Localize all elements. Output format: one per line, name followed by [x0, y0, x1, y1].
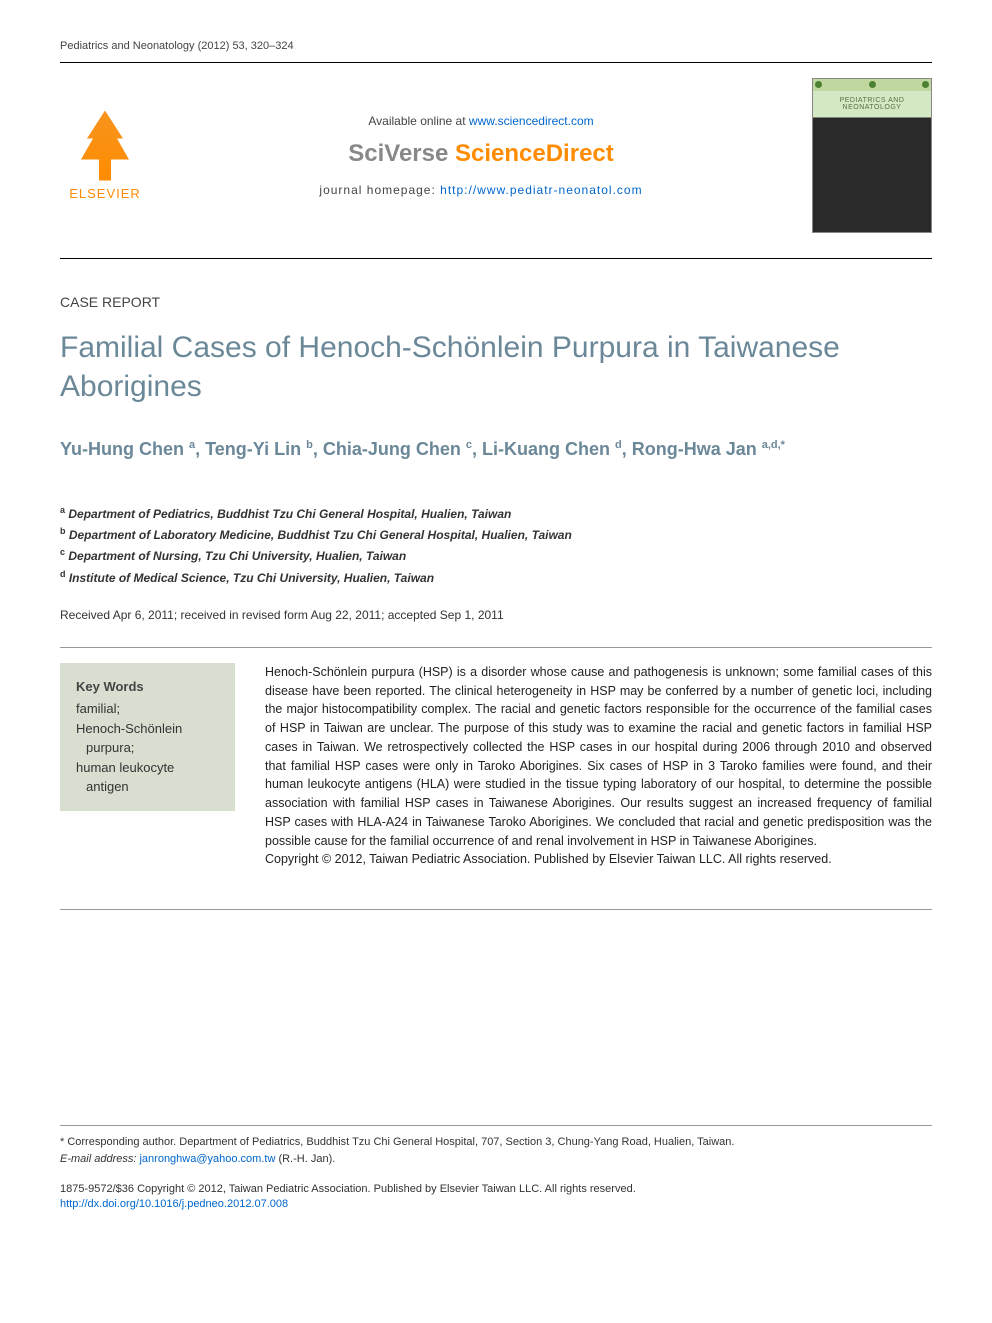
bottom-copyright-block: 1875-9572/$36 Copyright © 2012, Taiwan P…	[60, 1182, 932, 1213]
abstract-top-rule	[60, 647, 932, 648]
abstract-copyright: Copyright © 2012, Taiwan Pediatric Assoc…	[265, 852, 832, 866]
header-bottom-rule	[60, 258, 932, 259]
author-affil-sup: d	[615, 439, 622, 451]
footer-spacer	[60, 925, 932, 1125]
keywords-box: Key Words familial; Henoch-Schönlein pur…	[60, 663, 235, 811]
doi-link[interactable]: http://dx.doi.org/10.1016/j.pedneo.2012.…	[60, 1198, 288, 1210]
cover-dot-icon	[922, 81, 929, 88]
citation-line: Pediatrics and Neonatology (2012) 53, 32…	[60, 40, 932, 52]
journal-homepage-line: journal homepage: http://www.pediatr-neo…	[170, 183, 792, 197]
sciverse-logo: SciVerse ScienceDirect	[170, 140, 792, 168]
keywords-heading: Key Words	[76, 677, 219, 697]
header-center: Available online at www.sciencedirect.co…	[150, 114, 812, 197]
header-rule	[60, 62, 932, 63]
email-line: E-mail address: janronghwa@yahoo.com.tw …	[60, 1151, 932, 1168]
abstract-bottom-rule	[60, 909, 932, 910]
footnote-rule	[60, 1125, 932, 1126]
abstract-body: Henoch-Schönlein purpura (HSP) is a diso…	[265, 663, 932, 869]
cover-dot-icon	[815, 81, 822, 88]
keyword-item: familial;	[76, 699, 219, 719]
homepage-link[interactable]: http://www.pediatr-neonatol.com	[440, 183, 642, 197]
keyword-item: purpura;	[76, 738, 219, 758]
abstract-text: Henoch-Schönlein purpura (HSP) is a diso…	[265, 665, 932, 848]
corresponding-text: * Corresponding author. Department of Pe…	[60, 1134, 932, 1151]
corresponding-author-footnote: * Corresponding author. Department of Pe…	[60, 1134, 932, 1167]
keyword-item: Henoch-Schönlein	[76, 719, 219, 739]
cover-dot-icon	[869, 81, 876, 88]
email-suffix: (R.-H. Jan).	[275, 1153, 335, 1165]
keyword-item: human leukocyte	[76, 758, 219, 778]
abstract-section: Key Words familial; Henoch-Schönlein pur…	[60, 663, 932, 869]
article-title: Familial Cases of Henoch-Schönlein Purpu…	[60, 328, 932, 406]
affiliation-item: b Department of Laboratory Medicine, Bud…	[60, 524, 932, 545]
sciencedirect-link[interactable]: www.sciencedirect.com	[469, 114, 594, 128]
author-name: , Li-Kuang Chen	[472, 439, 615, 459]
sciencedirect-text: ScienceDirect	[455, 140, 614, 167]
author-name: , Rong-Hwa Jan	[622, 439, 762, 459]
journal-cover-thumbnail: PEDIATRICS AND NEONATOLOGY	[812, 78, 932, 233]
keyword-item: antigen	[76, 777, 219, 797]
author-name: Yu-Hung Chen	[60, 439, 189, 459]
author-name: , Teng-Yi Lin	[195, 439, 306, 459]
corresponding-email-link[interactable]: janronghwa@yahoo.com.tw	[139, 1153, 275, 1165]
article-type-label: CASE REPORT	[60, 294, 932, 310]
cover-header-strip	[813, 79, 931, 91]
author-list: Yu-Hung Chen a, Teng-Yi Lin b, Chia-Jung…	[60, 436, 932, 463]
publisher-logo-block: ELSEVIER	[60, 111, 150, 201]
available-online-text: Available online at www.sciencedirect.co…	[170, 114, 792, 128]
sciverse-text: SciVerse	[348, 140, 455, 167]
elsevier-tree-icon	[75, 111, 135, 181]
author-affil-sup: b	[306, 439, 313, 451]
affiliation-item: d Institute of Medical Science, Tzu Chi …	[60, 567, 932, 588]
affiliation-item: c Department of Nursing, Tzu Chi Univers…	[60, 545, 932, 566]
email-label: E-mail address:	[60, 1153, 139, 1165]
author-name: , Chia-Jung Chen	[313, 439, 466, 459]
publisher-name: ELSEVIER	[69, 186, 141, 201]
author-affil-sup: a,d,*	[762, 439, 785, 451]
affiliation-list: a Department of Pediatrics, Buddhist Tzu…	[60, 503, 932, 588]
homepage-prefix: journal homepage:	[319, 183, 440, 197]
affiliation-item: a Department of Pediatrics, Buddhist Tzu…	[60, 503, 932, 524]
available-prefix: Available online at	[368, 114, 469, 128]
cover-journal-title: PEDIATRICS AND NEONATOLOGY	[813, 97, 931, 111]
article-dates: Received Apr 6, 2011; received in revise…	[60, 608, 932, 622]
publisher-header: ELSEVIER Available online at www.science…	[60, 78, 932, 233]
issn-copyright-line: 1875-9572/$36 Copyright © 2012, Taiwan P…	[60, 1182, 932, 1197]
